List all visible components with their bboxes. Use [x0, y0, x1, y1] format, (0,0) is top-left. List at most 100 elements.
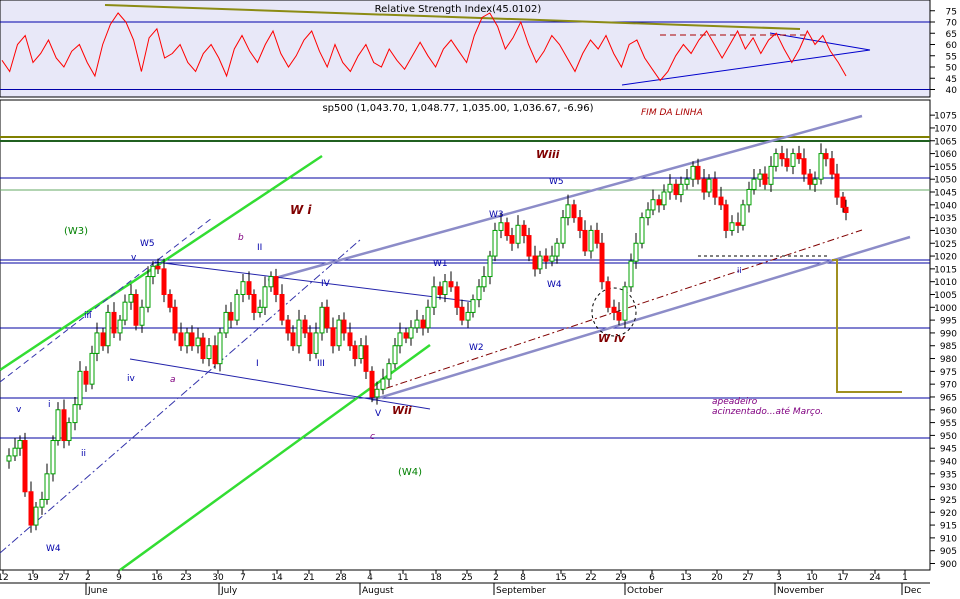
- candle-body: [549, 255, 555, 262]
- candle-body: [228, 311, 234, 321]
- price-tick-label: 1070: [934, 124, 957, 134]
- price-tick-label: 1035: [934, 214, 957, 224]
- date-tick-label: 10: [806, 573, 818, 583]
- candle-body: [515, 224, 521, 244]
- candle-body: [39, 498, 45, 508]
- annotation-w3: W3: [489, 210, 504, 220]
- annotation-c-low: c: [370, 432, 375, 442]
- candle-body: [380, 378, 386, 390]
- price-tick-label: 1065: [934, 137, 957, 147]
- candle-body: [6, 455, 12, 462]
- candle-body: [605, 281, 611, 308]
- annotation-w4-paren: (W4): [398, 467, 422, 478]
- candle-body: [336, 319, 342, 347]
- candle-body: [133, 293, 139, 326]
- annotation-iii-left: iii: [84, 311, 92, 321]
- date-tick-label: 7: [240, 573, 246, 583]
- price-tick-label: 1015: [934, 265, 957, 275]
- price-tick-label: 980: [940, 355, 957, 365]
- candle-body: [650, 199, 656, 211]
- candle-body: [273, 276, 279, 295]
- candle-body: [251, 293, 257, 313]
- annotation-wii: Wii: [392, 404, 412, 417]
- candle-body: [145, 276, 151, 308]
- candle-body: [661, 191, 667, 206]
- candle-body: [481, 276, 487, 288]
- candle-body: [330, 327, 336, 347]
- candle-body: [184, 332, 190, 347]
- candle-body: [262, 286, 268, 308]
- candle-body: [718, 196, 724, 206]
- candle-body: [246, 281, 252, 295]
- candle-body: [645, 209, 651, 219]
- candle-body: [392, 345, 398, 365]
- annotation-w4-low: W4: [46, 544, 61, 554]
- candle-body: [352, 345, 358, 360]
- date-tick-label: 14: [271, 573, 283, 583]
- candle-body: [784, 158, 790, 167]
- date-tick-label: 30: [212, 573, 224, 583]
- rsi-lower-trendline: [621, 49, 871, 86]
- candle-body: [139, 306, 145, 326]
- price-tick-label: 1030: [934, 227, 957, 237]
- candle-body: [61, 409, 67, 442]
- price-tick-label: 925: [940, 496, 957, 506]
- blue-channel-upper: [267, 114, 863, 282]
- candle-body: [117, 319, 123, 334]
- candle-body: [684, 178, 690, 185]
- date-tick-label: 12: [0, 573, 9, 583]
- dashdot-maroon-trend: [371, 229, 863, 394]
- annotation-wiv: W iv: [598, 332, 626, 345]
- candle-body: [403, 332, 409, 339]
- date-tick-label: 25: [461, 573, 472, 583]
- price-tick-label: 900: [940, 560, 957, 570]
- rsi-tick-label: 40: [946, 86, 958, 96]
- price-tick-label: 1055: [934, 163, 957, 173]
- candle-body: [779, 153, 785, 160]
- date-tick-label: 17: [837, 573, 848, 583]
- date-tick-label: 3: [776, 573, 782, 583]
- candle-body: [279, 293, 285, 321]
- candle-body: [28, 491, 34, 526]
- candle-body: [369, 370, 375, 398]
- candle-body: [532, 255, 538, 270]
- price-tick-label: 985: [940, 342, 957, 352]
- candle-body: [285, 319, 291, 334]
- price-tick-label: 920: [940, 509, 957, 519]
- candle-body: [622, 286, 628, 321]
- price-tick-label: 1025: [934, 240, 957, 250]
- annotation-w4: W4: [547, 280, 562, 290]
- annotation-iv-roman: IV: [321, 279, 331, 289]
- month-label: September: [496, 586, 546, 595]
- candle-body: [818, 153, 824, 180]
- candle-body: [105, 311, 111, 347]
- blue-channel-lower: [371, 235, 911, 402]
- date-tick-label: 1: [902, 573, 908, 583]
- candle-body: [628, 260, 634, 288]
- candle-body: [498, 222, 504, 231]
- green-channel-lower: [119, 343, 431, 572]
- candle-body: [633, 242, 639, 262]
- annotation-ii-roman: II: [257, 243, 262, 253]
- candle-body: [155, 265, 161, 270]
- rsi-series-line: [1, 12, 847, 82]
- candle-body: [504, 222, 510, 237]
- candle-body: [234, 293, 240, 321]
- candle-body: [324, 306, 330, 329]
- rsi-tick-label: 75: [946, 7, 957, 17]
- date-tick-label: 28: [335, 573, 347, 583]
- candle-body: [66, 422, 72, 442]
- price-tick-label: 910: [940, 534, 957, 544]
- candle-body: [50, 440, 56, 475]
- candle-body: [582, 229, 588, 252]
- annotation-ii-left: ii: [81, 449, 86, 459]
- candle-body: [111, 311, 117, 334]
- candle-body: [521, 224, 527, 237]
- candle-body: [537, 255, 543, 270]
- price-title: sp500 (1,043.70, 1,048.77, 1,035.00, 1,0…: [322, 103, 593, 114]
- candle-body: [746, 188, 752, 206]
- price-tick-label: 1010: [934, 278, 957, 288]
- candle-body: [128, 293, 134, 303]
